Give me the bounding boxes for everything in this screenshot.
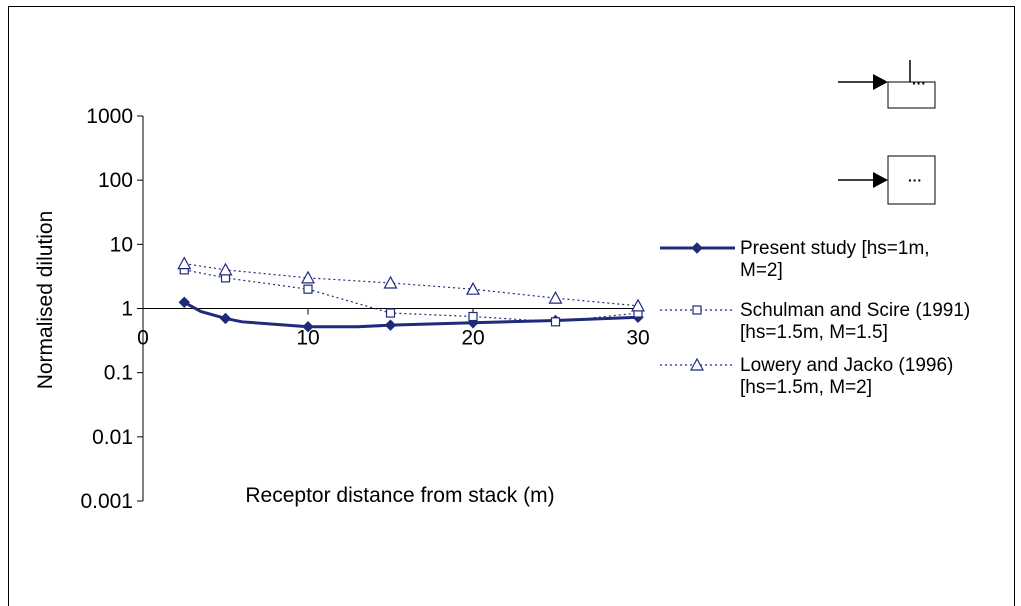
series-1 — [179, 265, 643, 327]
data-point — [303, 284, 313, 294]
series-layer — [177, 256, 646, 333]
legend-entry: Schulman and Scire (1991)[hs=1.5m, M=1.5… — [660, 300, 970, 343]
svg-text:···: ··· — [908, 172, 922, 188]
y-tick-label: 0.01 — [92, 426, 133, 449]
x-ticks: 0 10 20 30 — [137, 308, 650, 350]
data-point — [302, 321, 314, 333]
y-ticks: 1000 100 10 1 0.1 0.01 0.001 — [80, 105, 143, 513]
data-point — [177, 256, 192, 270]
y-axis-title: Normalised dilution — [34, 211, 57, 390]
x-tick-label: 0 — [137, 327, 149, 350]
series-2 — [177, 256, 646, 312]
legend-label: Present study [hs=1m, — [740, 238, 930, 259]
x-tick-label: 10 — [296, 327, 319, 350]
data-point — [385, 308, 396, 318]
y-tick-label: 10 — [110, 233, 133, 256]
legend-swatch-marker — [692, 305, 702, 315]
data-point — [384, 319, 397, 331]
data-point — [550, 317, 561, 327]
y-tick-label: 1000 — [86, 105, 133, 128]
data-point — [219, 312, 232, 325]
legend-label: [hs=1.5m, M=1.5] — [740, 322, 888, 343]
legend-label: Lowery and Jacko (1996) — [740, 355, 953, 376]
y-tick-label: 100 — [98, 169, 133, 192]
legend: Present study [hs=1m,M=2] Schulman and Sc… — [660, 238, 970, 398]
x-tick-label: 30 — [626, 327, 649, 350]
x-axis-title: Receptor distance from stack (m) — [245, 484, 554, 507]
building-schematic-icon: ··· — [838, 155, 936, 205]
data-point — [300, 270, 316, 284]
series-line — [184, 269, 639, 323]
svg-text:···: ··· — [912, 75, 926, 91]
x-tick-label: 20 — [461, 327, 484, 350]
data-point — [630, 298, 646, 312]
legend-label: [hs=1.5m, M=2] — [740, 377, 872, 398]
data-point — [218, 262, 233, 276]
data-point — [468, 311, 478, 322]
data-point — [178, 296, 190, 308]
legend-label: Schulman and Scire (1991) — [740, 300, 970, 321]
legend-swatch-marker — [689, 357, 705, 371]
y-tick-label: 1 — [121, 298, 133, 321]
legend-label: M=2] — [740, 260, 783, 281]
legend-swatch-marker — [691, 242, 703, 254]
series-line — [183, 300, 639, 329]
legend-entry: Present study [hs=1m,M=2] — [660, 238, 930, 281]
series-line — [184, 263, 639, 307]
data-point — [548, 290, 563, 304]
stack-building-schematic-icon: ··· — [838, 60, 936, 109]
chart-frame — [8, 6, 1015, 606]
series-0 — [178, 296, 644, 333]
data-point — [465, 281, 481, 295]
data-point — [383, 275, 398, 289]
y-tick-label: 0.001 — [80, 490, 133, 513]
y-tick-label: 0.1 — [104, 362, 133, 385]
legend-entry: Lowery and Jacko (1996)[hs=1.5m, M=2] — [660, 355, 953, 398]
